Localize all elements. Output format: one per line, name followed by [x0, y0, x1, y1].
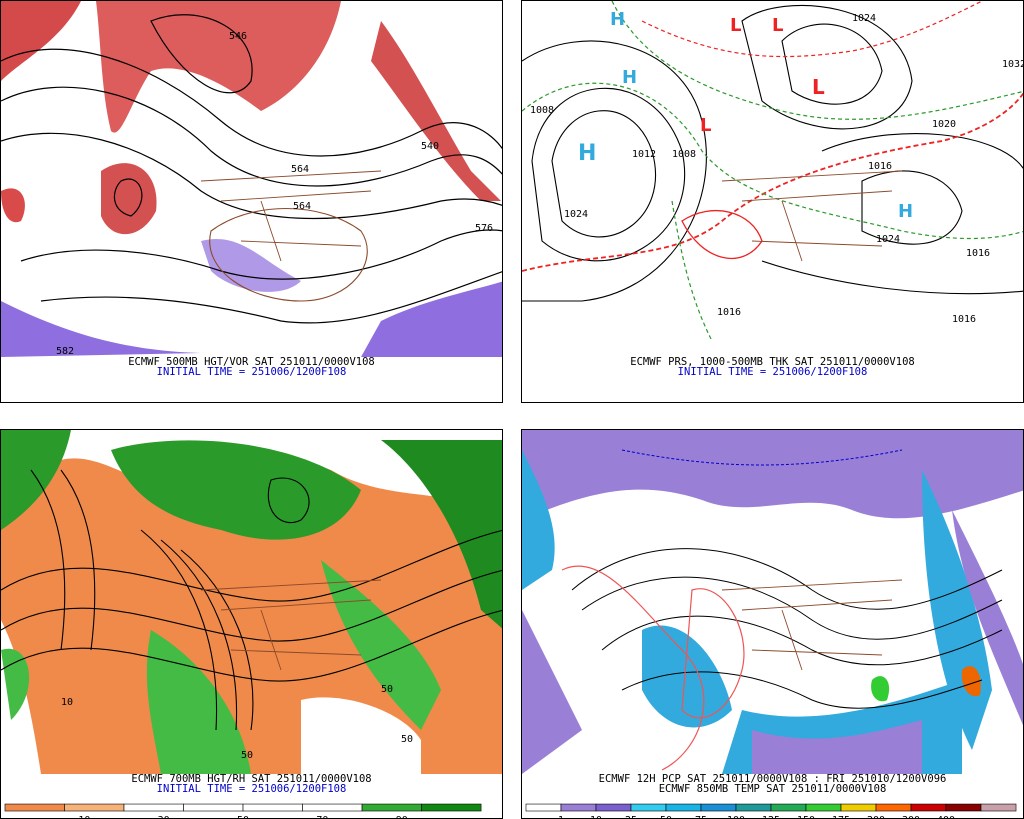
colorbar-swatch: [805, 803, 842, 812]
humidity-map: [1, 430, 502, 774]
isobar-label: 1016: [868, 161, 893, 172]
colorbar-tick-label: 10: [590, 815, 602, 819]
isobar-label: 1016: [717, 307, 742, 318]
isobar-label: 1012: [632, 149, 657, 160]
colorbar-tick-label: 50: [660, 815, 672, 819]
colorbar-swatch: [123, 803, 184, 812]
isobar-label: 1008: [530, 105, 555, 116]
colorbar-tick-label: 90: [396, 815, 408, 819]
isobar-label: 1024: [876, 234, 901, 245]
panel-caption: ECMWF 500MB HGT/VOR SAT 251011/0000V108: [128, 356, 375, 368]
pressure-map: [522, 1, 1023, 357]
colorbar-tick-label: 175: [832, 815, 850, 819]
colorbar-tick-label: 400: [937, 815, 955, 819]
colorbar-tick-label: 125: [762, 815, 780, 819]
colorbar-tick-label: 100: [727, 815, 745, 819]
map-panel-surface-pressure: H H H H L L L L 1024 1016 1008 1016 1024…: [521, 0, 1024, 403]
colorbar-swatch: [665, 803, 702, 812]
high-pressure-marker: H: [578, 141, 597, 166]
isobar-label: 1024: [564, 209, 589, 220]
isobar-label: 1020: [932, 119, 957, 130]
panel-subcaption: ECMWF 850MB TEMP SAT 251011/0000V108: [658, 783, 887, 795]
panel-initial-time: INITIAL TIME = 251006/1200F108: [677, 366, 868, 378]
rh-label: 50: [381, 684, 394, 695]
rh-label: 50: [401, 734, 414, 745]
colorbar-tick-label: 300: [902, 815, 920, 819]
high-pressure-marker: H: [610, 9, 626, 30]
rh-colorbar: 10 30 50 70 90: [4, 803, 482, 819]
rh-label: 50: [241, 750, 254, 761]
colorbar-swatch: [910, 803, 947, 812]
colorbar-tick-label: 200: [867, 815, 885, 819]
colorbar-swatch: [735, 803, 772, 812]
colorbar-swatch: [980, 803, 1017, 812]
map-panel-precipitation: ECMWF 12H PCP SAT 251011/0000V108 : FRI …: [521, 429, 1024, 819]
colorbar-tick-label: 30: [158, 815, 170, 819]
colorbar-swatch: [242, 803, 303, 812]
colorbar-swatch: [840, 803, 877, 812]
map-panel-500mb: 564 576 540 546 582 564 ECMWF 500MB HGT/…: [0, 0, 503, 403]
colorbar-tick-label: 75: [695, 815, 707, 819]
colorbar-tick-label: 1: [558, 815, 564, 819]
colorbar-swatch: [183, 803, 244, 812]
map-panel-700mb: 10 50 50 50 ECMWF 700MB HGT/RH SAT 25101…: [0, 429, 503, 819]
isobar-label: 1008: [672, 149, 697, 160]
colorbar-swatch: [630, 803, 667, 812]
rh-label: 10: [61, 697, 74, 708]
low-pressure-marker: L: [730, 15, 742, 36]
colorbar-swatch: [64, 803, 125, 812]
colorbar-swatch: [560, 803, 597, 812]
high-pressure-marker: H: [622, 67, 638, 88]
low-pressure-marker: L: [812, 75, 825, 99]
panel-caption: ECMWF PRS, 1000-500MB THK SAT 251011/000…: [630, 356, 915, 368]
precipitation-map: [522, 430, 1023, 774]
panel-initial-time: INITIAL TIME = 251006/1200F108: [156, 366, 347, 378]
colorbar-swatch: [4, 803, 65, 812]
high-pressure-marker: H: [898, 201, 914, 222]
colorbar-tick-label: 10: [78, 815, 90, 819]
colorbar-swatch: [525, 803, 562, 812]
colorbar-swatch: [421, 803, 482, 812]
colorbar-swatch: [595, 803, 632, 812]
panel-initial-time: INITIAL TIME = 251006/1200F108: [156, 783, 347, 795]
contour-label: 540: [421, 141, 440, 152]
colorbar-tick-label: 150: [797, 815, 815, 819]
vorticity-map: [1, 1, 502, 357]
colorbar-swatch: [770, 803, 807, 812]
low-pressure-marker: L: [700, 115, 712, 136]
colorbar-swatch: [875, 803, 912, 812]
panel-caption: ECMWF 12H PCP SAT 251011/0000V108 : FRI …: [598, 773, 947, 785]
precipitation-colorbar: 1 10 25 50 75 100 125 150 175 200 300 400: [525, 803, 1017, 819]
contour-label: 564: [293, 201, 312, 212]
low-pressure-marker: L: [772, 15, 784, 36]
colorbar-tick-label: 70: [316, 815, 328, 819]
colorbar-tick-label: 50: [237, 815, 249, 819]
isobar-label: 1016: [952, 314, 977, 325]
contour-label: 564: [291, 164, 310, 175]
contour-label: 582: [56, 346, 75, 357]
colorbar-swatch: [302, 803, 363, 812]
contour-label: 546: [229, 31, 248, 42]
colorbar-swatch: [945, 803, 982, 812]
panel-caption: ECMWF 700MB HGT/RH SAT 251011/0000V108: [131, 773, 372, 785]
colorbar-tick-label: 25: [625, 815, 637, 819]
colorbar-swatch: [700, 803, 737, 812]
isobar-label: 1024: [852, 13, 877, 24]
colorbar-swatch: [361, 803, 422, 812]
contour-label: 576: [475, 223, 494, 234]
isobar-label: 1032: [1002, 59, 1024, 70]
isobar-label: 1016: [966, 248, 991, 259]
